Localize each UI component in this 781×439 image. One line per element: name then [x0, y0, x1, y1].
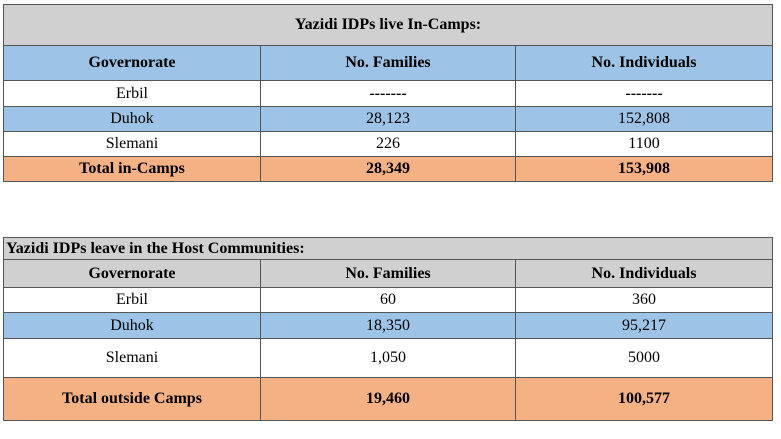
total-cell: 100,577 [514, 377, 774, 421]
in-camps-table: Yazidi IDPs live In-Camps: Governorate N… [2, 4, 774, 182]
table-title: Yazidi IDPs leave in the Host Communitie… [2, 237, 774, 260]
total-cell: 28,349 [260, 156, 516, 182]
cell: ------- [260, 80, 516, 107]
header-cell: Governorate [3, 259, 261, 288]
header-cell: No. Individuals [514, 259, 774, 288]
cell: Erbil [3, 80, 261, 107]
cell: 360 [514, 287, 774, 313]
cell: Duhok [3, 106, 261, 132]
cell: 5000 [514, 338, 774, 378]
cell: Erbil [3, 287, 261, 313]
host-communities-table: Yazidi IDPs leave in the Host Communitie… [2, 237, 774, 421]
total-cell: 19,460 [260, 377, 516, 421]
header-cell: Governorate [3, 45, 261, 81]
cell: 28,123 [260, 106, 516, 132]
cell: 95,217 [514, 312, 774, 339]
cell: ------- [514, 80, 774, 107]
header-cell: No. Individuals [514, 45, 774, 81]
cell: 226 [260, 131, 516, 157]
cell: 152,808 [514, 106, 774, 132]
cell: 18,350 [260, 312, 516, 339]
table-title: Yazidi IDPs live In-Camps: [2, 4, 774, 46]
total-cell: Total in-Camps [3, 156, 261, 182]
cell: 60 [260, 287, 516, 313]
total-cell: 153,908 [514, 156, 774, 182]
total-cell: Total outside Camps [3, 377, 261, 421]
cell: Slemani [3, 338, 261, 378]
cell: 1,050 [260, 338, 516, 378]
cell: Duhok [3, 312, 261, 339]
cell: Slemani [3, 131, 261, 157]
cell: 1100 [514, 131, 774, 157]
header-cell: No. Families [260, 259, 516, 288]
header-cell: No. Families [260, 45, 516, 81]
